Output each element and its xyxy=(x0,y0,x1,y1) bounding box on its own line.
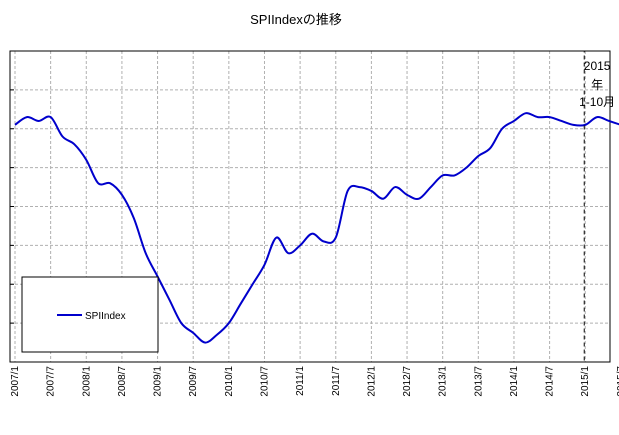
x-tick-label: 2015/1 xyxy=(580,366,591,397)
x-tick-label: 2010/7 xyxy=(259,366,270,397)
x-tick-label: 2009/7 xyxy=(188,366,199,397)
x-tick-label: 2014/7 xyxy=(545,366,556,397)
x-tick-label: 2011/7 xyxy=(331,366,342,396)
legend: SPIIndex xyxy=(21,276,159,353)
x-tick-label: 2007/1 xyxy=(10,366,21,397)
x-tick-label: 2008/1 xyxy=(81,366,92,397)
x-tick-label: 2009/1 xyxy=(153,366,164,397)
x-tick-label: 2007/7 xyxy=(46,366,57,397)
highlight-label-year: 2015 xyxy=(584,59,611,73)
chart-title: SPIIndexの推移 xyxy=(250,12,342,27)
x-tick-label: 2012/1 xyxy=(366,366,377,397)
series-line-spiindex xyxy=(14,112,619,344)
y-axis-ticks xyxy=(10,89,14,324)
legend-box xyxy=(21,276,159,353)
x-tick-label: 2015/7 xyxy=(616,366,619,397)
x-tick-label: 2008/7 xyxy=(117,366,128,397)
legend-label-spiindex: SPIIndex xyxy=(85,311,126,322)
highlight-label-months: 1-10月 xyxy=(579,95,615,109)
x-tick-label: 2011/1 xyxy=(295,366,306,396)
x-tick-label: 2010/1 xyxy=(224,366,235,397)
x-tick-label: 2013/7 xyxy=(473,366,484,397)
x-axis-labels: 2007/1 2007/7 2008/1 2008/7 2009/1 2009/7 2010… xyxy=(10,366,619,397)
x-tick-label: 2013/1 xyxy=(438,366,449,397)
x-tick-label: 2014/1 xyxy=(509,366,520,397)
x-tick-label: 2012/7 xyxy=(402,366,413,397)
highlight-box xyxy=(583,50,611,363)
highlight-label-unit: 年 xyxy=(591,78,603,92)
